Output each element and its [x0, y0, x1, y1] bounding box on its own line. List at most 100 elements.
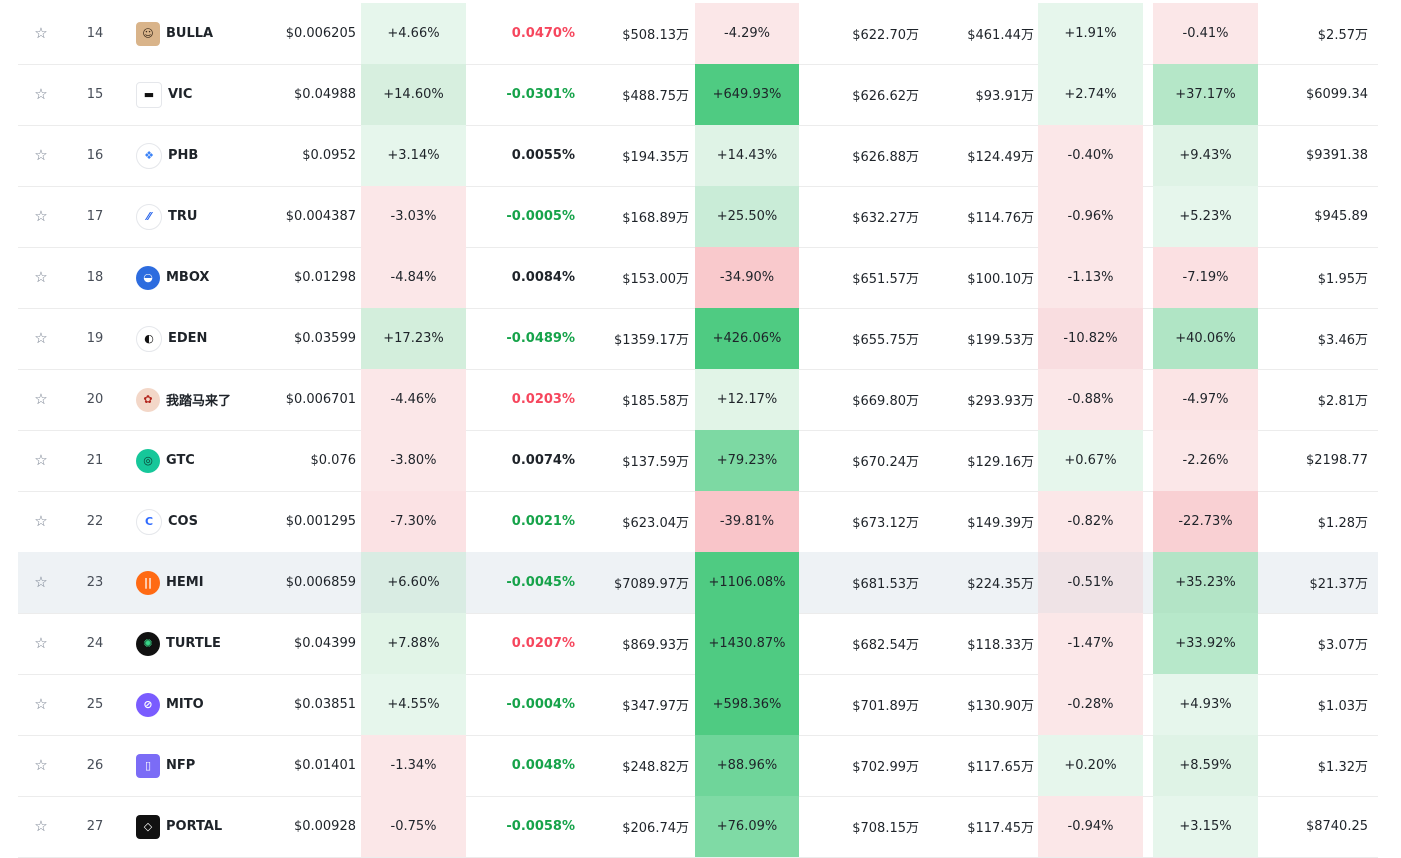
- coin-symbol[interactable]: MBOX: [166, 270, 210, 285]
- coin-cell[interactable]: ❖ PHB: [136, 125, 286, 186]
- favorite-cell: ☆: [18, 674, 64, 735]
- favorite-cell: ☆: [18, 796, 64, 857]
- phb-icon: ❖: [136, 142, 162, 169]
- volume: $623.04万: [622, 516, 689, 531]
- coin-symbol[interactable]: EDEN: [168, 331, 208, 346]
- volume: $508.13万: [622, 28, 689, 43]
- volume: $185.58万: [622, 394, 689, 409]
- star-outline-icon[interactable]: ☆: [34, 207, 48, 225]
- table-row[interactable]: ☆ 26 ▯ NFP $0.01401 -1.34% 0.0048% $248.…: [18, 735, 1378, 797]
- table-row[interactable]: ☆ 16 ❖ PHB $0.0952 +3.14% 0.0055% $194.3…: [18, 125, 1378, 187]
- coin-symbol[interactable]: MITO: [166, 697, 204, 712]
- coin-symbol[interactable]: COS: [168, 514, 198, 529]
- star-outline-icon[interactable]: ☆: [34, 817, 48, 835]
- open-interest: $670.24万: [852, 455, 919, 470]
- star-outline-icon[interactable]: ☆: [34, 146, 48, 164]
- funding-rate: 0.0470%: [511, 26, 575, 41]
- price-change-cell: +4.55%: [361, 674, 466, 735]
- table-row[interactable]: ☆ 22 C COS $0.001295 -7.30% 0.0021% $623…: [18, 491, 1378, 553]
- table-row[interactable]: ☆ 17 ⁄⁄ TRU $0.004387 -3.03% -0.0005% $1…: [18, 186, 1378, 248]
- coin-symbol[interactable]: BULLA: [166, 26, 214, 41]
- star-outline-icon[interactable]: ☆: [34, 451, 48, 469]
- price: $0.03851: [293, 697, 356, 712]
- coin-cell[interactable]: ◒ MBOX: [136, 247, 286, 308]
- coin-symbol[interactable]: NFP: [166, 758, 196, 773]
- price: $0.04988: [293, 87, 356, 102]
- coin-cell[interactable]: ⊘ MITO: [136, 674, 286, 735]
- coin-cell[interactable]: ◇ PORTAL: [136, 796, 286, 857]
- last-value: $1.28万: [1317, 516, 1368, 531]
- coin-cell[interactable]: ▬ VIC: [136, 64, 286, 125]
- coin-cell[interactable]: ⁄⁄ TRU: [136, 186, 286, 247]
- rank: 23: [86, 575, 104, 590]
- table-row[interactable]: ☆ 25 ⊘ MITO $0.03851 +4.55% -0.0004% $34…: [18, 674, 1378, 736]
- volume: $869.93万: [622, 638, 689, 653]
- star-outline-icon[interactable]: ☆: [34, 24, 48, 42]
- star-outline-icon[interactable]: ☆: [34, 573, 48, 591]
- favorite-cell: ☆: [18, 186, 64, 247]
- coin-symbol[interactable]: TURTLE: [166, 636, 221, 651]
- coin-cell[interactable]: ✺ TURTLE: [136, 613, 286, 674]
- coin-symbol[interactable]: HEMI: [166, 575, 204, 590]
- volume-change-cell: +598.36%: [695, 674, 799, 735]
- volume-change-cell: -4.29%: [695, 3, 799, 64]
- table-row[interactable]: ☆ 18 ◒ MBOX $0.01298 -4.84% 0.0084% $153…: [18, 247, 1378, 309]
- table-row[interactable]: ☆ 23 || HEMI $0.006859 +6.60% -0.0045% $…: [18, 552, 1378, 614]
- coin-cell[interactable]: ✿ 我踏马来了: [136, 369, 286, 430]
- volume-change-cell: +1430.87%: [695, 613, 799, 674]
- price: $0.076: [310, 453, 357, 468]
- coin-symbol[interactable]: GTC: [166, 453, 195, 468]
- price-change-cell: -3.80%: [361, 430, 466, 491]
- star-outline-icon[interactable]: ☆: [34, 512, 48, 530]
- coin-symbol[interactable]: TRU: [168, 209, 198, 224]
- table-row[interactable]: ☆ 24 ✺ TURTLE $0.04399 +7.88% 0.0207% $8…: [18, 613, 1378, 675]
- coin-symbol[interactable]: VIC: [168, 87, 193, 102]
- star-outline-icon[interactable]: ☆: [34, 390, 48, 408]
- coin-cell[interactable]: ◎ GTC: [136, 430, 286, 491]
- table-row[interactable]: ☆ 27 ◇ PORTAL $0.00928 -0.75% -0.0058% $…: [18, 796, 1378, 858]
- coin-cell[interactable]: C COS: [136, 491, 286, 552]
- table-row[interactable]: ☆ 20 ✿ 我踏马来了 $0.006701 -4.46% 0.0203% $1…: [18, 369, 1378, 431]
- volume: $7089.97万: [613, 577, 689, 592]
- last-value: $3.46万: [1317, 333, 1368, 348]
- funding-rate: -0.0004%: [506, 697, 575, 712]
- last-value: $2198.77: [1305, 453, 1368, 468]
- star-outline-icon[interactable]: ☆: [34, 329, 48, 347]
- secondary-value: $149.39万: [967, 516, 1034, 531]
- star-outline-icon[interactable]: ☆: [34, 756, 48, 774]
- price-change-cell: -4.84%: [361, 247, 466, 308]
- star-outline-icon[interactable]: ☆: [34, 85, 48, 103]
- volume: $194.35万: [622, 150, 689, 165]
- rank: 16: [86, 148, 104, 163]
- star-outline-icon[interactable]: ☆: [34, 268, 48, 286]
- open-interest: $708.15万: [852, 821, 919, 836]
- volume: $153.00万: [622, 272, 689, 287]
- favorite-cell: ☆: [18, 3, 64, 64]
- price: $0.01401: [293, 758, 356, 773]
- table-row[interactable]: ☆ 21 ◎ GTC $0.076 -3.80% 0.0074% $137.59…: [18, 430, 1378, 492]
- tru-icon: ⁄⁄: [136, 203, 162, 230]
- change-cell-3: -7.19%: [1153, 247, 1258, 308]
- change-cell-2: +0.67%: [1038, 430, 1143, 491]
- table-row[interactable]: ☆ 19 ◐ EDEN $0.03599 +17.23% -0.0489% $1…: [18, 308, 1378, 370]
- coin-cell[interactable]: ☺ BULLA: [136, 3, 286, 64]
- rank: 19: [86, 331, 104, 346]
- coin-cell[interactable]: ▯ NFP: [136, 735, 286, 796]
- secondary-value: $199.53万: [967, 333, 1034, 348]
- table-row[interactable]: ☆ 14 ☺ BULLA $0.006205 +4.66% 0.0470% $5…: [18, 3, 1378, 65]
- rank: 15: [86, 87, 104, 102]
- coin-symbol[interactable]: PORTAL: [166, 819, 223, 834]
- star-outline-icon[interactable]: ☆: [34, 634, 48, 652]
- coin-symbol[interactable]: 我踏马来了: [166, 394, 232, 409]
- secondary-value: $100.10万: [967, 272, 1034, 287]
- change-cell-3: +37.17%: [1153, 64, 1258, 125]
- funding-rate: -0.0489%: [506, 331, 575, 346]
- table-row[interactable]: ☆ 15 ▬ VIC $0.04988 +14.60% -0.0301% $48…: [18, 64, 1378, 126]
- portal-icon: ◇: [136, 814, 160, 839]
- coin-cell[interactable]: || HEMI: [136, 552, 286, 613]
- price-change-cell: -0.75%: [361, 796, 466, 857]
- coin-cell[interactable]: ◐ EDEN: [136, 308, 286, 369]
- funding-rate: 0.0207%: [511, 636, 575, 651]
- star-outline-icon[interactable]: ☆: [34, 695, 48, 713]
- coin-symbol[interactable]: PHB: [168, 148, 199, 163]
